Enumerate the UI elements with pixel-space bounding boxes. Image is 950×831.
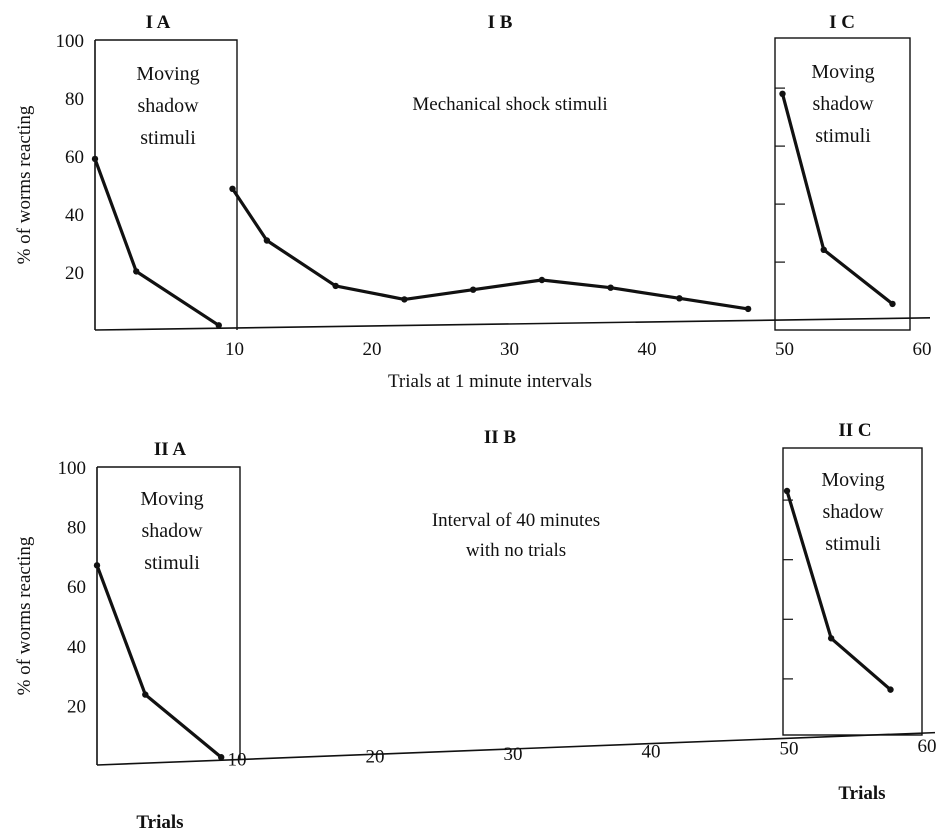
data-point <box>469 286 477 293</box>
data-point <box>263 237 271 244</box>
series-line <box>93 157 221 327</box>
panel-annotation: stimuli <box>144 552 200 574</box>
y-tick-label: 80 <box>67 518 86 539</box>
data-point <box>229 185 236 192</box>
panel-annotation: Moving <box>811 61 874 83</box>
x-axis-line <box>94 317 931 331</box>
x-axis-line <box>96 731 936 766</box>
data-point <box>779 90 786 98</box>
data-point <box>91 155 99 163</box>
y-tick-label: 20 <box>67 696 86 717</box>
panel-annotation: shadow <box>137 95 199 117</box>
panel-label: I A <box>146 12 171 33</box>
panel-a-box <box>95 39 238 330</box>
x-tick-label: 30 <box>504 744 523 765</box>
data-point <box>401 296 408 303</box>
x-tick-label: 40 <box>642 741 661 762</box>
series-line <box>95 563 223 759</box>
y-tick-label: 40 <box>67 637 86 658</box>
data-point <box>93 562 101 569</box>
panel-c-box <box>774 37 911 331</box>
y-tick-label: 60 <box>65 147 84 168</box>
data-point <box>887 686 894 693</box>
x-tick-label: 20 <box>363 339 382 360</box>
y-tick-label: 20 <box>65 263 84 284</box>
x-tick-label: 50 <box>775 339 794 360</box>
data-point <box>215 322 222 329</box>
y-tick-label: 40 <box>65 205 84 226</box>
data-point <box>133 268 140 275</box>
panel-annotation: shadow <box>812 93 874 115</box>
panel-annotation: shadow <box>141 520 203 542</box>
y-tick-label: 100 <box>56 31 85 52</box>
panel-annotation: stimuli <box>140 127 196 149</box>
trials-label: Trials <box>838 783 885 804</box>
data-point <box>820 246 827 253</box>
x-tick-label: 50 <box>780 739 799 760</box>
y-axis-title: % of worms reacting <box>14 536 35 695</box>
y-axis-title: % of worms reacting <box>14 105 35 264</box>
trials-label: Trials <box>136 812 183 831</box>
chart-top: 20 40 60 80 100 10 20 30 40 50 60 % of worms reacti… <box>14 12 932 392</box>
x-tick-label: 40 <box>638 339 657 360</box>
panel-annotation: Moving <box>140 488 203 510</box>
data-point <box>744 305 752 313</box>
panel-label: II C <box>838 420 871 441</box>
panel-annotation: stimuli <box>825 533 881 555</box>
panel-annotation: stimuli <box>815 125 871 147</box>
y-tick-label: 100 <box>58 458 87 479</box>
data-point <box>218 754 225 761</box>
panel-label: I B <box>488 12 513 33</box>
y-tick-label: 60 <box>67 577 86 598</box>
x-tick-label: 60 <box>918 736 937 757</box>
panel-label: I C <box>829 12 855 33</box>
panel-c-box <box>782 447 923 736</box>
panel-annotation: shadow <box>822 501 884 523</box>
x-tick-label: 10 <box>228 749 247 770</box>
panel-annotation: Interval of 40 minutes <box>432 510 600 531</box>
panel-annotation: with no trials <box>466 540 566 561</box>
data-point <box>783 487 791 495</box>
x-axis-title: Trials at 1 minute intervals <box>388 371 592 392</box>
data-point <box>889 300 896 308</box>
panel-label: II B <box>484 427 517 448</box>
panel-annotation: Moving <box>821 469 884 491</box>
x-tick-label: 60 <box>913 339 932 360</box>
data-point <box>607 284 614 291</box>
data-point <box>332 282 339 290</box>
data-point <box>538 276 546 284</box>
series-line <box>230 187 750 311</box>
y-tick-label: 80 <box>65 89 84 110</box>
data-point <box>142 691 149 698</box>
panel-annotation: Mechanical shock stimuli <box>412 94 607 115</box>
data-point <box>827 635 835 642</box>
x-tick-label: 20 <box>366 747 385 768</box>
data-point <box>676 295 683 302</box>
x-tick-label: 10 <box>225 339 244 360</box>
panel-label: II A <box>154 439 186 460</box>
panel-a-box <box>97 466 241 760</box>
chart-bottom: 20 40 60 80 100 10 20 30 40 50 60 % of worms reacti… <box>14 420 937 831</box>
panel-annotation: Moving <box>136 63 199 85</box>
x-tick-label: 30 <box>500 339 519 360</box>
